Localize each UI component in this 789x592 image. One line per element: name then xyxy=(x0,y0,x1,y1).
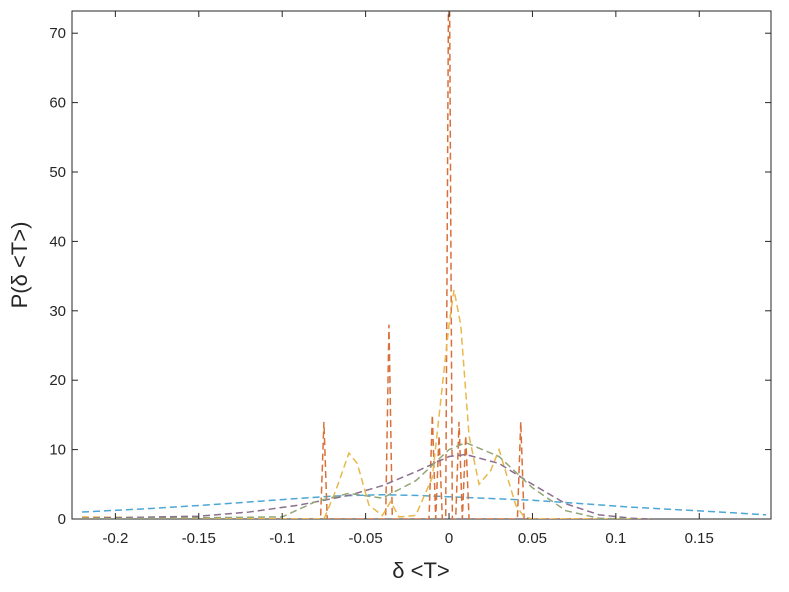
y-tick-label: 20 xyxy=(49,372,66,389)
data-line xyxy=(82,441,633,519)
x-tick-label: 0.1 xyxy=(605,530,626,547)
plot-area xyxy=(71,10,772,520)
x-tick-label: 0.05 xyxy=(518,530,547,547)
y-tick-label: 70 xyxy=(49,25,66,42)
plot-lines xyxy=(81,11,767,519)
x-tick-label: -0.05 xyxy=(349,530,383,547)
data-line xyxy=(81,493,767,516)
y-tick-label: 0 xyxy=(58,511,66,528)
y-axis-label: P(δ <T>) xyxy=(7,222,32,309)
x-axis-label: δ <T> xyxy=(392,558,450,583)
y-tick-label: 60 xyxy=(49,95,66,112)
y-tick-label: 50 xyxy=(49,164,66,181)
data-line xyxy=(82,289,650,519)
y-tick-label: 10 xyxy=(49,442,66,459)
x-tick-label: 0 xyxy=(445,530,453,547)
x-tick-label: 0.15 xyxy=(685,530,714,547)
x-tick-label: -0.2 xyxy=(102,530,128,547)
y-tick-label: 30 xyxy=(49,303,66,320)
data-line xyxy=(81,453,650,519)
x-tick-label: -0.1 xyxy=(269,530,295,547)
y-tick-label: 40 xyxy=(49,233,66,250)
x-tick-label: -0.15 xyxy=(182,530,216,547)
